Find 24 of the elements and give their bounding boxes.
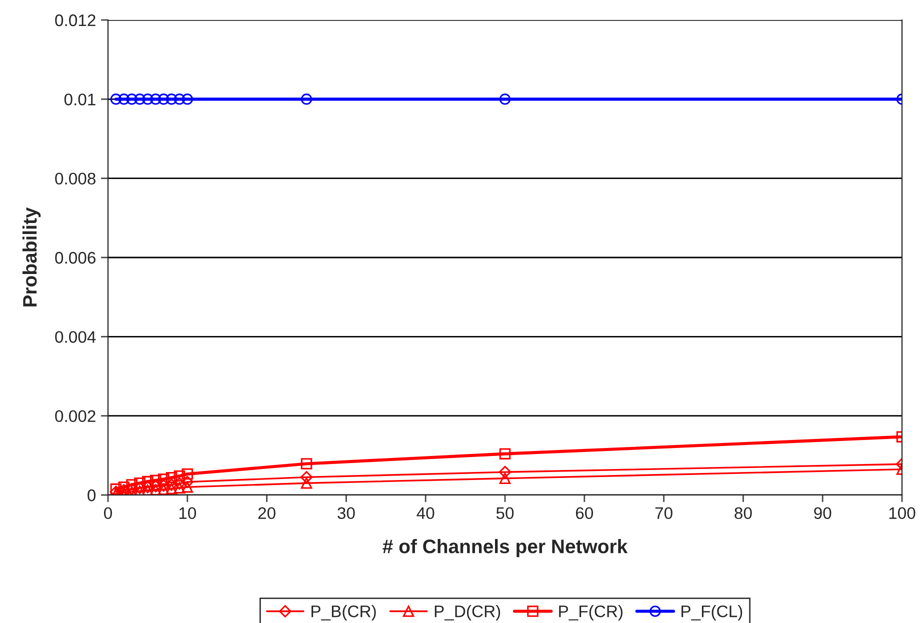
x-tick-label: 0 [104,507,112,520]
y-tick-label: 0.008 [55,172,96,185]
x-tick-label: 20 [258,507,276,520]
legend-label: P_F(CR) [559,605,622,621]
y-axis-title: Probability [22,207,41,306]
x-tick-label: 40 [416,507,434,520]
x-tick-label: 30 [338,507,355,520]
x-tick-label: 10 [179,507,196,520]
y-tick-label: 0 [88,489,96,502]
y-tick-label: 0.01 [64,94,96,106]
y-tick-label: 0.004 [55,331,96,343]
x-tick-label: 70 [655,507,672,520]
x-tick-label: 60 [576,507,594,520]
x-axis-title: # of Channels per Network [382,539,628,558]
y-tick-label: 0.012 [55,14,96,26]
x-tick-label: 50 [496,507,514,520]
legend-label: P_F(CL) [682,605,742,621]
y-tick-label: 0.002 [55,410,96,422]
x-tick-label: 80 [734,507,752,520]
legend-label: P_B(CR) [312,605,376,621]
legend-label: P_D(CR) [434,605,500,621]
y-tick-label: 0.006 [55,252,96,264]
x-tick-label: 100 [889,507,916,520]
x-tick-label: 90 [814,507,832,520]
